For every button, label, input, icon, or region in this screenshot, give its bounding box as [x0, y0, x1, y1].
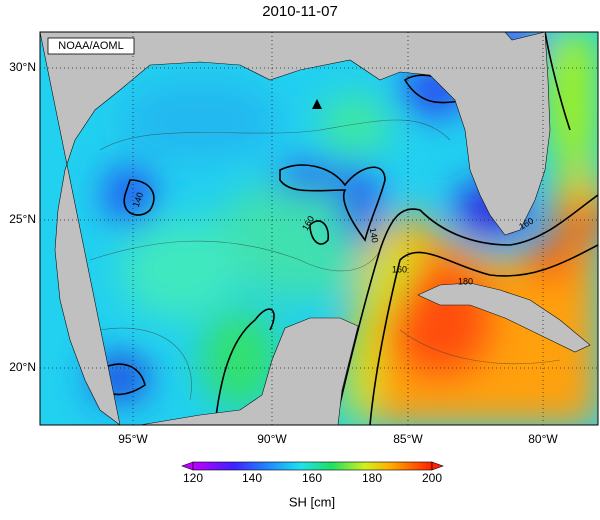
contour-label: 180 [458, 276, 473, 286]
cuba [417, 282, 591, 353]
contours [89, 32, 598, 425]
credit-box [47, 37, 135, 55]
colorbar-tick-label: 140 [242, 471, 262, 485]
credit: NOAA/AOML [58, 40, 123, 52]
colorbar-tick-label: 200 [422, 471, 442, 485]
lon-label: 95°W [118, 432, 148, 446]
map-area: 140 160 160 180 140 160 [40, 32, 598, 425]
lon-label: 85°W [393, 432, 423, 446]
colorbar-tick-label: 120 [183, 471, 203, 485]
lon-label: 80°W [528, 432, 558, 446]
station-marker [312, 99, 322, 109]
grid [40, 32, 598, 425]
land [40, 32, 551, 425]
colorbar: 120 140 160 180 200 SH [cm] [181, 461, 444, 509]
contour-label: 140 [368, 227, 380, 244]
contour-label: 160 [392, 264, 407, 274]
lat-label: 20°N [9, 360, 36, 374]
contour-label: 140 [131, 191, 146, 209]
lon-label: 90°W [257, 432, 287, 446]
plot-frame [39, 31, 599, 426]
colorbar-label: SH [cm] [289, 494, 335, 509]
title: 2010-11-07 [262, 3, 338, 20]
colorbar-tick-label: 180 [362, 471, 382, 485]
contour-labels: 140 160 160 180 140 160 [131, 191, 535, 286]
colorbar-tick-label: 160 [302, 471, 322, 485]
lat-label: 30°N [9, 60, 36, 74]
lat-label: 25°N [9, 212, 36, 226]
